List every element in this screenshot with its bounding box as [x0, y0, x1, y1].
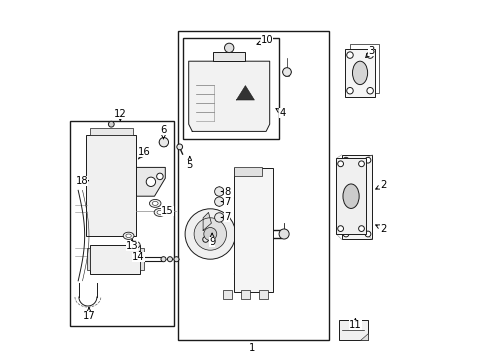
- Bar: [338, 320, 367, 340]
- Text: 12: 12: [114, 109, 126, 121]
- Polygon shape: [236, 86, 254, 100]
- Text: 17: 17: [82, 308, 95, 321]
- Circle shape: [185, 209, 235, 259]
- Bar: [183, 38, 278, 139]
- Circle shape: [365, 157, 370, 163]
- Circle shape: [161, 257, 166, 262]
- Bar: [349, 44, 378, 93]
- Circle shape: [214, 213, 224, 222]
- Text: 8: 8: [221, 186, 230, 197]
- Ellipse shape: [154, 208, 165, 216]
- Bar: [341, 155, 371, 239]
- Circle shape: [358, 161, 364, 167]
- Text: 15: 15: [161, 206, 173, 216]
- Bar: [86, 135, 136, 236]
- Circle shape: [282, 68, 291, 76]
- Bar: [89, 128, 133, 135]
- Bar: [233, 167, 261, 176]
- Circle shape: [343, 157, 348, 163]
- Circle shape: [203, 228, 216, 240]
- Circle shape: [203, 237, 208, 242]
- Bar: [336, 158, 365, 234]
- Bar: [241, 290, 249, 299]
- Circle shape: [156, 173, 163, 180]
- Circle shape: [159, 138, 168, 147]
- Bar: [223, 290, 231, 299]
- Ellipse shape: [125, 234, 131, 238]
- Text: 2: 2: [375, 224, 386, 234]
- Circle shape: [108, 121, 114, 127]
- Ellipse shape: [157, 210, 163, 214]
- Circle shape: [337, 161, 343, 167]
- Circle shape: [194, 218, 226, 250]
- Bar: [89, 245, 140, 274]
- Circle shape: [224, 43, 233, 53]
- Circle shape: [366, 87, 373, 94]
- Bar: [258, 290, 267, 299]
- Ellipse shape: [129, 241, 140, 248]
- Circle shape: [174, 257, 179, 262]
- Circle shape: [343, 231, 348, 237]
- Ellipse shape: [348, 184, 365, 210]
- Bar: [213, 52, 245, 61]
- Text: 7: 7: [221, 212, 230, 222]
- Text: 5: 5: [186, 157, 193, 170]
- Polygon shape: [203, 212, 211, 230]
- Circle shape: [167, 257, 172, 262]
- Circle shape: [146, 177, 155, 186]
- Text: 4: 4: [275, 108, 285, 118]
- Ellipse shape: [149, 199, 161, 207]
- Bar: [345, 49, 374, 97]
- Bar: [178, 31, 328, 340]
- Text: 6: 6: [160, 125, 166, 139]
- Text: 3: 3: [365, 46, 374, 58]
- Text: 10: 10: [256, 35, 273, 45]
- Text: 7: 7: [221, 197, 230, 207]
- Circle shape: [214, 197, 224, 206]
- Text: 16: 16: [138, 147, 150, 159]
- Ellipse shape: [342, 184, 358, 208]
- Circle shape: [279, 229, 288, 239]
- Text: 18: 18: [75, 176, 88, 186]
- Polygon shape: [136, 167, 165, 196]
- Circle shape: [358, 226, 364, 231]
- Text: 9: 9: [208, 233, 215, 247]
- Text: 14: 14: [132, 251, 144, 262]
- Circle shape: [365, 231, 370, 237]
- Bar: [233, 168, 273, 292]
- Bar: [70, 121, 174, 326]
- Text: 1: 1: [248, 343, 254, 354]
- Ellipse shape: [152, 202, 158, 205]
- Text: 11: 11: [348, 319, 361, 330]
- Circle shape: [337, 226, 343, 231]
- Circle shape: [346, 52, 352, 58]
- Text: 13: 13: [125, 239, 138, 251]
- Polygon shape: [188, 61, 269, 131]
- Circle shape: [366, 52, 373, 58]
- Circle shape: [346, 87, 352, 94]
- Bar: [140, 248, 143, 270]
- Polygon shape: [360, 333, 367, 340]
- Bar: [87, 248, 90, 270]
- Ellipse shape: [132, 243, 137, 247]
- Ellipse shape: [123, 232, 134, 239]
- Ellipse shape: [352, 61, 367, 85]
- Circle shape: [177, 144, 182, 150]
- Text: 2: 2: [375, 180, 386, 190]
- Circle shape: [214, 187, 224, 196]
